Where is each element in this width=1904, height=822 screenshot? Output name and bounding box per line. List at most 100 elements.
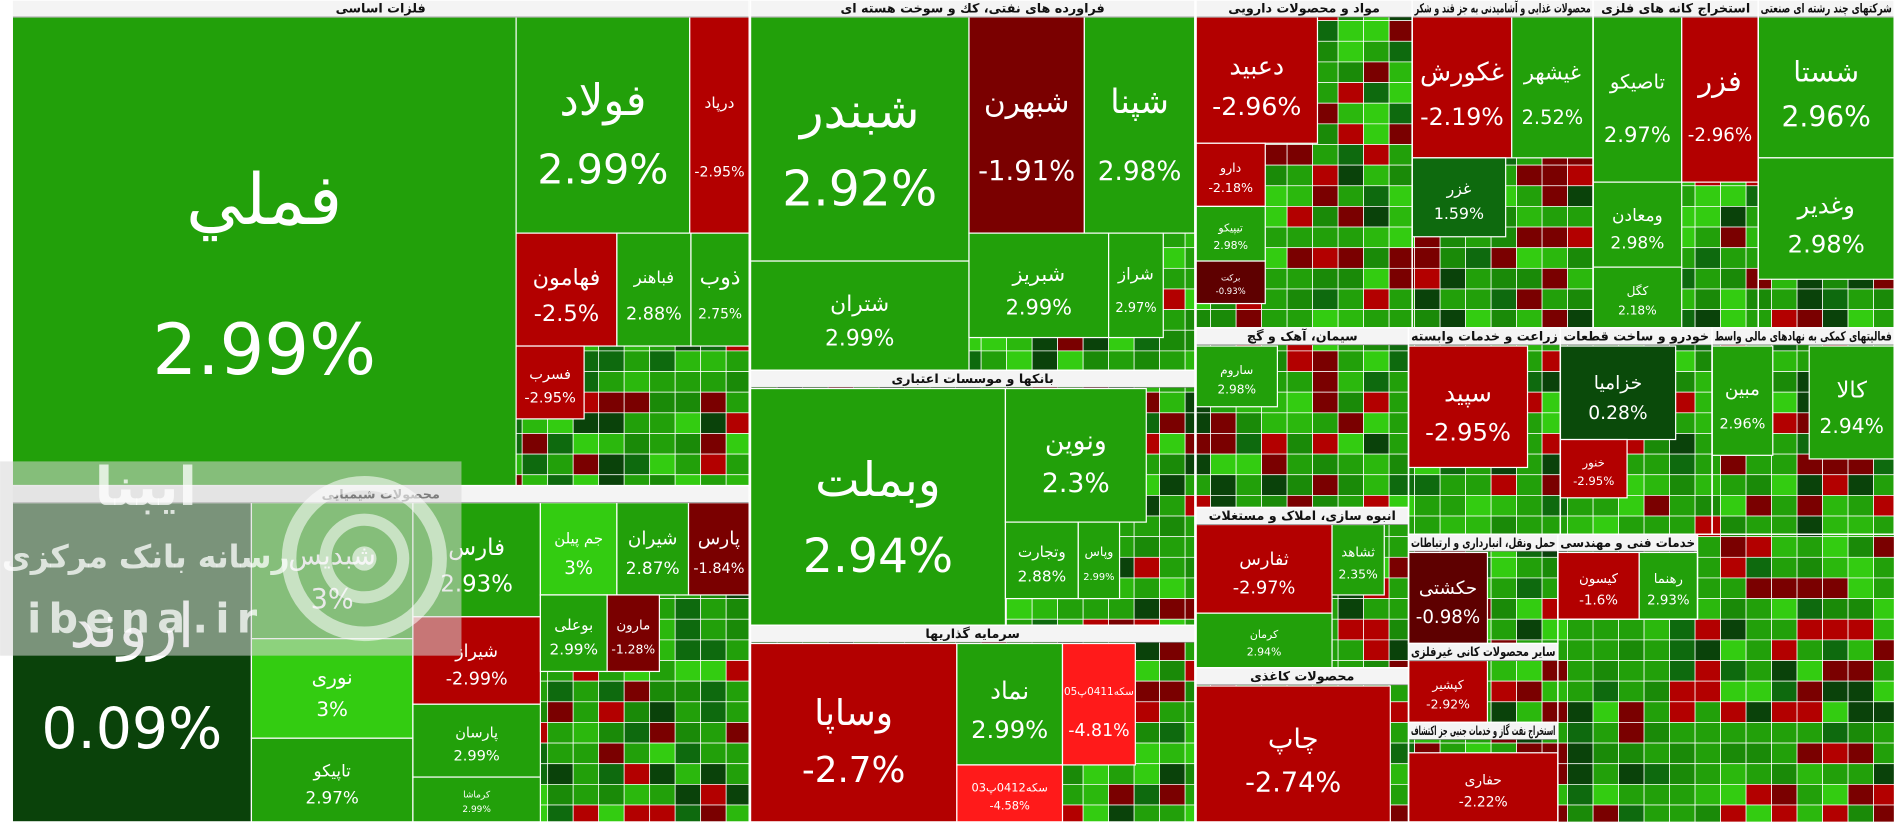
stock-change: 0.09%	[41, 696, 222, 762]
small-tile	[1006, 598, 1033, 620]
small-tile	[1133, 598, 1160, 620]
small-tile	[1847, 639, 1874, 661]
small-tile	[1490, 474, 1517, 496]
stock-symbol: کالا	[1836, 378, 1867, 404]
small-tile	[1516, 185, 1543, 207]
small-tile	[572, 742, 600, 765]
stock-tile	[1077, 521, 1121, 600]
small-tile	[1873, 742, 1895, 765]
small-tile	[1414, 247, 1441, 269]
small-tile	[1388, 288, 1415, 310]
small-tile	[1796, 660, 1823, 682]
small-tile	[1745, 453, 1772, 476]
small-tile	[1643, 763, 1670, 785]
sector-title: انبوه سازی، املاک و مستغلات	[1209, 509, 1396, 524]
small-tile	[1822, 722, 1849, 744]
small-tile	[1822, 639, 1849, 661]
small-tile	[700, 371, 727, 393]
small-tile	[1847, 495, 1874, 517]
stock-change: 2.97%	[1115, 301, 1156, 316]
small-tile	[1286, 371, 1313, 393]
small-tile	[1745, 577, 1772, 599]
small-tile	[1133, 577, 1160, 599]
small-tile	[1669, 618, 1696, 641]
small-tile	[1312, 412, 1339, 434]
small-tile	[725, 639, 753, 661]
small-tile	[1184, 412, 1211, 434]
small-tile	[1822, 742, 1849, 765]
stock-symbol: غزر	[1446, 179, 1472, 199]
stock-change: 2.99%	[1006, 295, 1072, 319]
small-tile	[1516, 577, 1543, 599]
small-tile	[1516, 226, 1543, 249]
small-tile	[725, 412, 753, 434]
watermark-tagline: رسانه بانک مرکزی	[2, 540, 290, 576]
small-tile	[598, 701, 625, 723]
small-tile	[1669, 804, 1696, 822]
small-tile	[1720, 247, 1747, 269]
stock-symbol: حکشتی	[1419, 578, 1477, 599]
small-tile	[674, 722, 702, 744]
small-tile	[1694, 577, 1721, 599]
small-tile	[1465, 474, 1492, 496]
stock-change: 2.99%	[454, 748, 500, 765]
small-tile	[1159, 474, 1186, 496]
small-tile	[1822, 763, 1849, 785]
small-tile	[1796, 742, 1823, 765]
small-tile	[1720, 598, 1747, 620]
stock-symbol: وساپا	[814, 693, 893, 734]
small-tile	[1312, 185, 1339, 207]
small-tile	[1592, 722, 1619, 744]
small-tile	[1771, 701, 1798, 723]
small-tile	[1643, 783, 1670, 806]
sector-title: فلزات اساسی	[336, 2, 426, 17]
small-tile	[1184, 474, 1211, 496]
small-tile	[649, 371, 676, 393]
small-tile	[1082, 763, 1109, 785]
small-tile	[1490, 495, 1517, 517]
small-tile	[598, 804, 625, 822]
small-tile	[1363, 288, 1390, 310]
small-tile	[674, 350, 702, 372]
small-tile	[1108, 763, 1135, 785]
small-tile	[1694, 639, 1721, 661]
small-tile	[1720, 474, 1747, 496]
small-tile	[623, 453, 651, 476]
small-tile	[1796, 577, 1823, 599]
small-tile	[1337, 123, 1364, 145]
small-tile	[1541, 288, 1568, 310]
stock-symbol: ذوب	[700, 265, 741, 290]
stock-change: -1.6%	[1579, 594, 1618, 609]
small-tile	[1363, 474, 1390, 496]
small-tile	[1286, 412, 1313, 434]
stock-symbol: چاپ	[1268, 724, 1319, 755]
small-tile	[1516, 618, 1543, 641]
small-tile	[623, 371, 651, 393]
stock-symbol: بوعلی	[554, 616, 593, 634]
small-tile	[700, 618, 727, 641]
stock-change: 2.99%	[1083, 572, 1114, 583]
small-tile	[598, 763, 625, 785]
small-tile	[1082, 804, 1109, 822]
small-tile	[1159, 433, 1186, 455]
small-tile	[1592, 742, 1619, 765]
small-tile	[1490, 247, 1517, 269]
small-tile	[1694, 247, 1721, 269]
small-tile	[1669, 722, 1696, 744]
stock-change: 2.94%	[1820, 414, 1884, 438]
small-tile	[1235, 412, 1262, 434]
stock-symbol: خنور	[1582, 455, 1605, 470]
small-tile	[1414, 267, 1441, 290]
small-tile	[1771, 474, 1798, 496]
small-tile	[1159, 660, 1186, 682]
small-tile	[1159, 515, 1186, 538]
small-tile	[1337, 433, 1364, 455]
small-tile	[1745, 474, 1772, 496]
small-tile	[1516, 474, 1543, 496]
small-tile	[1618, 639, 1645, 661]
stock-change: 3%	[564, 558, 593, 579]
stock-change: 2.96%	[1719, 417, 1765, 433]
small-tile	[700, 783, 727, 806]
small-tile	[1694, 453, 1721, 476]
small-tile	[1388, 226, 1415, 249]
